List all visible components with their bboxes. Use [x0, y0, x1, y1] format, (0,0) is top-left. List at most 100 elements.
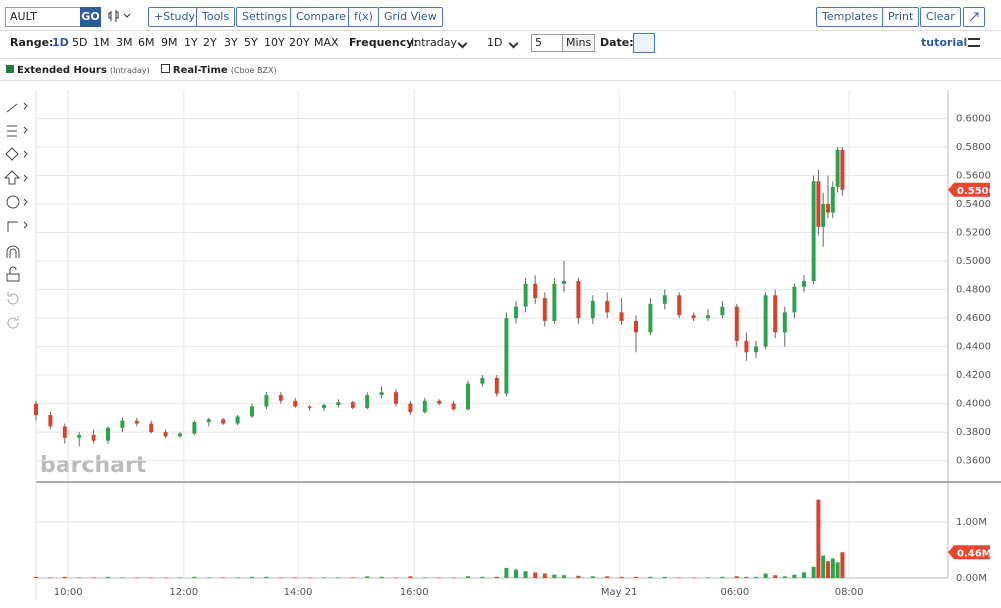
- candle-body: [379, 392, 384, 396]
- candle-body: [816, 181, 821, 227]
- candle-body: [422, 400, 427, 413]
- toolbar-button[interactable]: Tools: [196, 7, 236, 27]
- candle-body: [336, 402, 341, 406]
- go-button[interactable]: GO: [80, 7, 101, 27]
- volume-bar: [802, 572, 806, 578]
- candle-body: [562, 281, 566, 284]
- range-option[interactable]: 1M: [93, 36, 110, 49]
- toolbar-button[interactable]: Clear: [920, 7, 961, 27]
- volume-bar: [278, 577, 283, 578]
- volume-bar: [576, 575, 581, 578]
- candle-body: [840, 149, 845, 190]
- range-option[interactable]: 10Y: [264, 36, 285, 49]
- period-select[interactable]: 1D: [487, 36, 503, 49]
- range-option[interactable]: 1D: [52, 36, 69, 49]
- tool-icon[interactable]: [6, 245, 20, 258]
- volume-bar: [830, 558, 835, 578]
- candle-body: [662, 295, 667, 304]
- legend-label: Real-Time: [172, 65, 228, 76]
- tool-icon[interactable]: [6, 195, 20, 209]
- tool-icon[interactable]: [7, 292, 19, 305]
- volume-bar: [408, 576, 413, 578]
- volume-bar: [605, 576, 610, 578]
- volume-bar: [149, 577, 154, 578]
- candle-body: [734, 306, 739, 341]
- calendar-button[interactable]: [633, 33, 655, 53]
- toolbar-button[interactable]: Print: [882, 7, 920, 27]
- x-tick-label: 16:00: [400, 587, 429, 598]
- range-option[interactable]: 5Y: [244, 36, 258, 49]
- candle-body: [514, 306, 518, 319]
- legend-note: (Intraday): [109, 66, 150, 75]
- frequency-select[interactable]: Intraday: [411, 36, 458, 49]
- y-tick-label: 0.3800: [956, 427, 991, 438]
- range-option[interactable]: 3M: [116, 36, 133, 49]
- legend-swatch: [6, 65, 14, 73]
- current-price-tag: [948, 182, 990, 197]
- candle-body: [322, 405, 326, 408]
- volume-tick-label: 0.00M: [956, 573, 987, 584]
- tool-icon[interactable]: [5, 147, 28, 161]
- y-tick-label: 0.5800: [956, 142, 991, 153]
- tool-icon[interactable]: [7, 316, 19, 329]
- volume-bar: [192, 576, 197, 578]
- range-option[interactable]: 2Y: [203, 36, 217, 49]
- candle-body: [691, 315, 696, 319]
- menu-icon[interactable]: [968, 38, 980, 47]
- candle-body: [77, 434, 82, 438]
- interval-unit: Mins: [562, 34, 596, 52]
- volume-bar: [792, 574, 797, 578]
- volume-bar: [619, 576, 624, 578]
- range-option[interactable]: 6M: [138, 36, 155, 49]
- range-option[interactable]: 3Y: [224, 36, 238, 49]
- range-option[interactable]: MAX: [314, 36, 339, 49]
- volume-bar: [480, 576, 485, 578]
- frequency-label: Frequency:: [349, 36, 418, 49]
- range-option[interactable]: 1Y: [184, 36, 198, 49]
- tool-icon[interactable]: [7, 221, 28, 232]
- tool-icon[interactable]: [7, 125, 28, 137]
- legend: Extended Hours (Intraday) Real-Time (Cbo…: [6, 64, 277, 78]
- volume-bar: [91, 577, 96, 578]
- volume-bar: [840, 552, 845, 578]
- candle-body: [744, 340, 749, 353]
- candle-body: [120, 420, 125, 428]
- candle-body: [307, 406, 312, 408]
- toolbar-button[interactable]: Grid View: [378, 7, 443, 27]
- volume-bar: [734, 576, 739, 578]
- volume-bar: [394, 577, 398, 578]
- candle-body: [792, 286, 797, 313]
- volume-bar: [437, 577, 442, 578]
- chart-type-icon[interactable]: [108, 9, 134, 23]
- tool-icon[interactable]: [3, 170, 28, 185]
- toolbar-button[interactable]: Compare: [290, 7, 352, 27]
- volume-bar: [662, 576, 667, 578]
- volume-bar: [264, 576, 269, 578]
- volume-bar: [34, 576, 38, 578]
- candle-body: [293, 400, 298, 407]
- range-option[interactable]: 5D: [72, 36, 88, 49]
- candle-body: [504, 318, 509, 394]
- range-option[interactable]: 20Y: [289, 36, 310, 49]
- tool-icon[interactable]: [6, 102, 28, 113]
- volume-bar: [178, 577, 182, 578]
- volume-bar: [235, 577, 240, 578]
- tutorial-link[interactable]: tutorial: [921, 36, 968, 49]
- range-option[interactable]: 9M: [161, 36, 178, 49]
- candle-body: [830, 186, 835, 213]
- y-tick-label: 0.4200: [956, 370, 991, 381]
- expand-button[interactable]: [963, 7, 985, 27]
- toolbar-button[interactable]: Templates: [816, 7, 884, 27]
- toolbar-button[interactable]: Settings: [236, 7, 294, 27]
- y-tick-label: 0.3600: [956, 456, 991, 467]
- candle-body: [437, 400, 442, 404]
- current-price-label: 0.5500: [957, 186, 996, 197]
- grid: [36, 90, 948, 579]
- tool-icon[interactable]: [6, 266, 20, 282]
- candle-body: [350, 402, 355, 408]
- candle-body: [533, 283, 538, 299]
- candle-body: [754, 346, 758, 353]
- current-volume-label: 0.46M: [957, 548, 992, 559]
- candle-body: [192, 422, 197, 434]
- candle-body: [278, 395, 283, 401]
